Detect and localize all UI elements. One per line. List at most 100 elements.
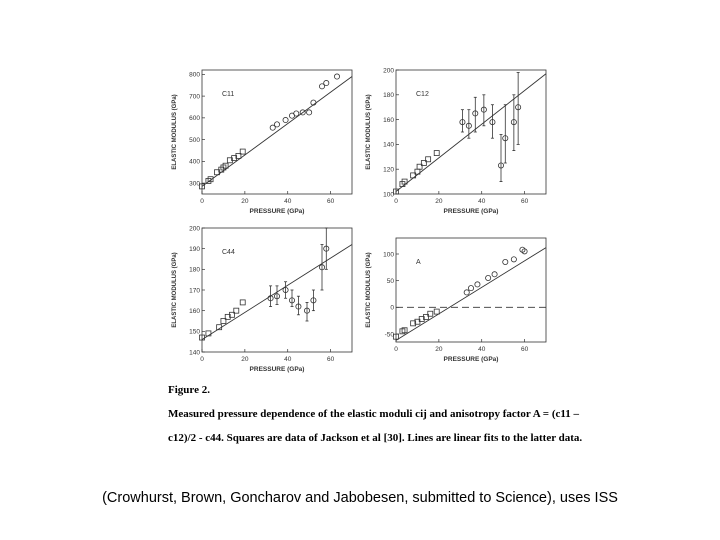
circle-point: [521, 248, 528, 255]
circle-point: [267, 295, 274, 302]
square-point: [239, 148, 246, 155]
y-tick-label: 200: [383, 67, 394, 74]
y-tick-label: 100: [383, 251, 394, 258]
y-axis-label: ELASTIC MODULUS (GPa): [366, 252, 372, 327]
square-point: [205, 330, 212, 337]
square-point: [410, 320, 417, 327]
x-tick-label: 40: [478, 198, 486, 205]
square-point: [393, 188, 399, 195]
circle-point: [489, 119, 496, 126]
y-tick-label: 200: [189, 225, 200, 232]
y-tick-label: -50: [385, 331, 395, 338]
panel-label: C11: [222, 91, 234, 98]
square-point: [393, 333, 399, 340]
circle-point: [472, 110, 479, 117]
x-axis-label: PRESSURE (GPa): [444, 356, 499, 363]
figure-label: Figure 2.: [168, 384, 210, 396]
y-tick-label: 180: [383, 92, 394, 99]
y-tick-label: 170: [189, 287, 200, 294]
caption-line-2: c12)/2 - c44. Squares are data of Jackso…: [168, 432, 583, 444]
circle-point: [299, 109, 306, 116]
x-tick-label: 60: [327, 198, 335, 205]
circle-point: [318, 264, 325, 271]
y-tick-label: 300: [189, 180, 200, 187]
y-tick-label: 140: [189, 349, 200, 356]
circle-point: [480, 106, 487, 113]
circle-point: [502, 258, 509, 265]
square-point: [420, 160, 427, 166]
y-tick-label: 150: [189, 329, 200, 336]
y-tick-label: 500: [189, 137, 200, 144]
y-axis-label: ELASTIC MODULUS (GPa): [172, 94, 178, 169]
circle-point: [282, 287, 289, 294]
circle-point: [293, 110, 300, 117]
circle-point: [306, 109, 313, 116]
square-point: [222, 162, 229, 169]
circle-point: [459, 119, 466, 126]
y-tick-label: 190: [189, 246, 200, 253]
circle-point: [465, 122, 472, 129]
chart-c12: 0 20 40 60 100 120 140 160 180 200 PRESSURE (GPa) E…: [366, 67, 547, 215]
square-point: [220, 318, 227, 324]
y-tick-label: 100: [383, 191, 394, 198]
x-tick-label: 20: [241, 198, 249, 205]
circle-point: [295, 303, 302, 310]
square-point: [433, 308, 440, 315]
x-tick-label: 60: [521, 346, 529, 353]
circle-point: [323, 245, 330, 252]
square-point: [239, 299, 246, 306]
panel-label: C12: [416, 91, 429, 98]
square-point: [433, 150, 440, 156]
circle-point: [515, 104, 522, 111]
circle-point: [485, 275, 492, 282]
y-tick-label: 400: [189, 159, 200, 166]
x-tick-label: 60: [521, 198, 529, 205]
y-tick-label: 180: [189, 267, 200, 274]
y-tick-label: 160: [189, 308, 200, 315]
circle-point: [510, 256, 517, 263]
square-point: [401, 327, 408, 334]
caption-line-1: Measured pressure dependence of the elas…: [168, 408, 580, 420]
circle-point: [333, 73, 340, 80]
x-tick-label: 20: [241, 356, 249, 363]
chart-anisotropy: 0 20 40 60 -50 0 50 100 PRESSURE (GPa) ELASTIC MO…: [366, 237, 547, 363]
circle-point: [474, 281, 481, 288]
chart-c11: 0 20 40 60 300 400 500 600 700 800 PRESSURE (GPa) E…: [172, 69, 353, 215]
y-tick-label: 140: [383, 142, 394, 149]
circle-point: [269, 124, 276, 131]
y-tick-label: 120: [383, 167, 394, 174]
square-point: [207, 176, 214, 183]
y-axis-label: ELASTIC MODULUS (GPa): [366, 94, 372, 169]
y-tick-label: 600: [189, 115, 200, 122]
y-tick-label: 700: [189, 93, 200, 100]
x-tick-label: 0: [394, 198, 398, 205]
square-point: [423, 314, 429, 320]
credit-text: (Crowhurst, Brown, Goncharov and Jabobes…: [102, 490, 618, 506]
x-axis-label: PRESSURE (GPa): [250, 366, 305, 373]
circle-point: [318, 83, 325, 90]
circle-point: [282, 117, 289, 124]
circle-point: [323, 80, 330, 87]
circle-point: [497, 162, 504, 169]
circle-point: [310, 99, 317, 106]
fit-line: [395, 247, 547, 341]
circle-point: [468, 285, 475, 292]
x-axis-label: PRESSURE (GPa): [250, 208, 305, 215]
square-point: [425, 156, 432, 163]
circle-point: [510, 119, 517, 126]
x-tick-label: 0: [200, 356, 204, 363]
circle-point: [502, 135, 509, 142]
fit-line: [395, 73, 547, 192]
x-axis-label: PRESSURE (GPa): [444, 208, 499, 215]
x-tick-label: 40: [478, 346, 486, 353]
circle-point: [274, 293, 281, 300]
plot-frame: [395, 69, 547, 195]
y-axis-label: ELASTIC MODULUS (GPa): [172, 252, 178, 327]
x-tick-label: 0: [394, 346, 398, 353]
plot-frame: [201, 69, 353, 195]
square-point: [410, 172, 417, 179]
x-tick-label: 60: [327, 356, 335, 363]
circle-point: [289, 297, 296, 304]
square-point: [235, 153, 242, 159]
plot-frame: [395, 237, 547, 343]
